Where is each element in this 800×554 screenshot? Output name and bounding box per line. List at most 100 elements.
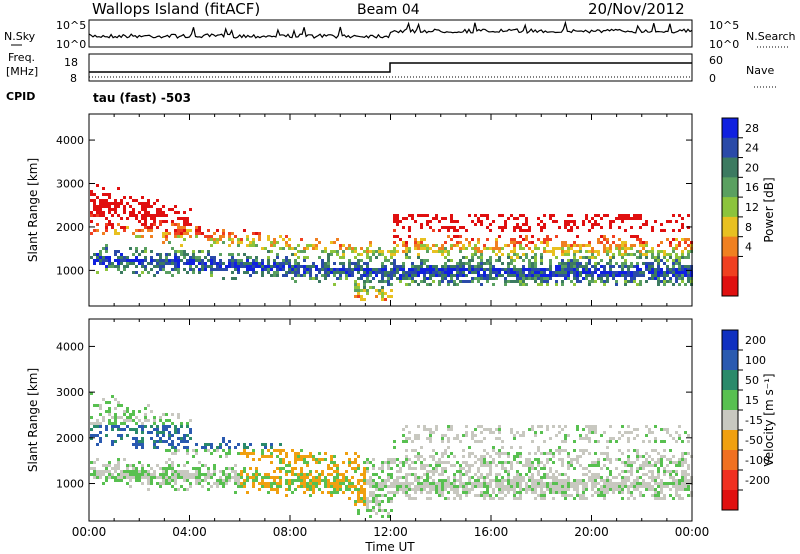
heatmap-cell	[636, 256, 639, 259]
heatmap-cell	[561, 244, 564, 247]
heatmap-cell	[609, 458, 612, 461]
heatmap-cell	[111, 425, 114, 428]
heatmap-cell	[108, 202, 111, 205]
heatmap-cell	[621, 497, 624, 500]
heatmap-cell	[684, 247, 687, 250]
heatmap-cell	[516, 268, 519, 271]
heatmap-cell	[102, 259, 105, 262]
heatmap-cell	[354, 265, 357, 268]
heatmap-cell	[513, 491, 516, 494]
heatmap-cell	[573, 259, 576, 262]
heatmap-cell	[420, 241, 423, 244]
heatmap-cell	[417, 271, 420, 274]
heatmap-cell	[360, 289, 363, 292]
heatmap-cell	[354, 488, 357, 491]
heatmap-cell	[627, 268, 630, 271]
heatmap-cell	[225, 455, 228, 458]
heatmap-cell	[405, 479, 408, 482]
heatmap-cell	[516, 497, 519, 500]
heatmap-cell	[225, 467, 228, 470]
heatmap-cell	[621, 461, 624, 464]
heatmap-cell	[432, 467, 435, 470]
heatmap-cell	[570, 247, 573, 250]
heatmap-cell	[546, 425, 549, 428]
heatmap-cell	[549, 476, 552, 479]
heatmap-cell	[150, 223, 153, 226]
heatmap-cell	[615, 458, 618, 461]
heatmap-cell	[312, 476, 315, 479]
heatmap-cell	[291, 467, 294, 470]
heatmap-cell	[318, 461, 321, 464]
heatmap-cell	[183, 229, 186, 232]
heatmap-cell	[153, 419, 156, 422]
heatmap-cell	[351, 461, 354, 464]
heatmap-cell	[102, 256, 105, 259]
heatmap-cell	[441, 247, 444, 250]
heatmap-cell	[366, 277, 369, 280]
heatmap-cell	[99, 208, 102, 211]
heatmap-cell	[372, 485, 375, 488]
heatmap-cell	[375, 488, 378, 491]
heatmap-cell	[237, 443, 240, 446]
heatmap-cell	[303, 274, 306, 277]
heatmap-cell	[408, 214, 411, 217]
heatmap-cell	[570, 280, 573, 283]
heatmap-cell	[567, 268, 570, 271]
heatmap-cell	[564, 223, 567, 226]
heatmap-cell	[285, 455, 288, 458]
heatmap-cell	[558, 473, 561, 476]
heatmap-cell	[216, 265, 219, 268]
heatmap-cell	[651, 464, 654, 467]
heatmap-cell	[468, 214, 471, 217]
heatmap-cell	[549, 265, 552, 268]
heatmap-cell	[510, 488, 513, 491]
heatmap-cell	[105, 229, 108, 232]
heatmap-cell	[435, 452, 438, 455]
heatmap-cell	[381, 280, 384, 283]
heatmap-cell	[240, 262, 243, 265]
heatmap-cell	[288, 238, 291, 241]
heatmap-cell	[276, 485, 279, 488]
heatmap-cell	[510, 464, 513, 467]
heatmap-cell	[150, 482, 153, 485]
heatmap-cell	[162, 431, 165, 434]
heatmap-cell	[414, 467, 417, 470]
heatmap-cell	[162, 241, 165, 244]
heatmap-cell	[645, 223, 648, 226]
heatmap-cell	[486, 485, 489, 488]
heatmap-cell	[432, 280, 435, 283]
heatmap-cell	[441, 268, 444, 271]
heatmap-cell	[252, 241, 255, 244]
heatmap-cell	[195, 259, 198, 262]
heatmap-cell	[573, 241, 576, 244]
heatmap-cell	[246, 479, 249, 482]
heatmap-cell	[390, 476, 393, 479]
heatmap-cell	[207, 449, 210, 452]
heatmap-cell	[198, 226, 201, 229]
heatmap-cell	[465, 482, 468, 485]
heatmap-cell	[516, 277, 519, 280]
heatmap-cell	[192, 250, 195, 253]
heatmap-cell	[561, 464, 564, 467]
heatmap-cell	[186, 271, 189, 274]
heatmap-cell	[621, 256, 624, 259]
heatmap-cell	[555, 485, 558, 488]
heatmap-cell	[621, 220, 624, 223]
heatmap-cell	[261, 482, 264, 485]
heatmap-cell	[651, 488, 654, 491]
heatmap-cell	[609, 265, 612, 268]
heatmap-cell	[684, 476, 687, 479]
heatmap-cell	[162, 259, 165, 262]
heatmap-cell	[657, 271, 660, 274]
heatmap-cell	[387, 467, 390, 470]
colorbar-swatch	[722, 256, 738, 277]
heatmap-cell	[675, 262, 678, 265]
heatmap-cell	[243, 265, 246, 268]
heatmap-cell	[231, 262, 234, 265]
heatmap-cell	[105, 250, 108, 253]
heatmap-cell	[441, 437, 444, 440]
heatmap-cell	[432, 250, 435, 253]
heatmap-cell	[387, 277, 390, 280]
heatmap-cell	[369, 244, 372, 247]
heatmap-cell	[378, 509, 381, 512]
